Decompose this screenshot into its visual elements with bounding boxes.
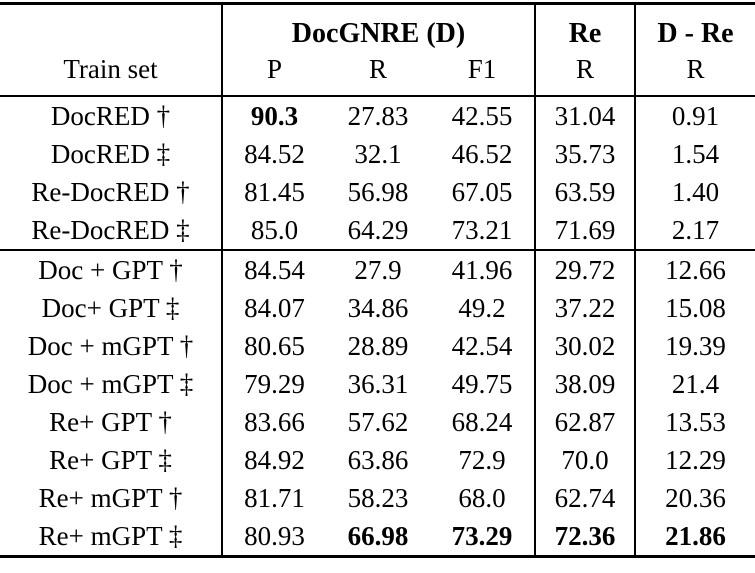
cell-re-r: 29.72 [534,250,636,289]
cell-f1: 72.9 [458,444,506,475]
cell-f1: 73.21 [451,214,513,245]
cell-dre-r: 13.53 [634,403,755,441]
cell-r: 27.9 [354,254,402,285]
cell-re-r: 62.87 [534,403,636,441]
cell-re-r: 30.02 [534,327,636,365]
cell-dre-r: 1.54 [634,135,755,173]
group-header-re: Re [534,3,636,52]
row-label: Re-DocRED ‡ [31,214,190,245]
cell-p: 90.3 [221,96,326,135]
cell-f1: 41.96 [451,254,513,285]
cell-f1: 42.54 [451,330,513,361]
cell-p: 80.65 [221,327,326,365]
cell-r: 56.98 [347,176,409,207]
cell-r: 57.62 [347,406,409,437]
cell-f1: 68.24 [451,406,513,437]
cell-p: 85.0 [221,211,326,250]
column-header-re-r: R [534,52,636,96]
cell-dre-r: 1.40 [634,173,755,211]
row-label: Re+ GPT ‡ [49,444,172,475]
row-label: Doc + mGPT † [27,330,194,361]
cell-f1: 67.05 [451,176,513,207]
table-row: Doc + GPT † 84.54 27.9 41.96 29.72 12.66 [0,250,755,289]
column-header-dre-r: R [634,52,755,96]
cell-dre-r: 21.4 [634,365,755,403]
cell-dre-r: 19.39 [634,327,755,365]
cell-p: 84.07 [221,289,326,327]
cell-re-r: 71.69 [534,211,636,250]
cell-re-r: 70.0 [534,441,636,479]
cell-r: 32.1 [354,138,402,169]
cell-f1: 49.75 [451,368,513,399]
row-label: DocRED ‡ [50,138,171,169]
table-row: Doc + mGPT ‡ 79.29 36.31 49.75 38.09 21.… [0,365,755,403]
cell-f1: 49.2 [458,292,506,323]
table-row: Re+ mGPT † 81.71 58.23 68.0 62.74 20.36 [0,479,755,517]
table-row: DocRED † 90.3 27.83 42.55 31.04 0.91 [0,96,755,135]
group-header-d-minus-re: D - Re [634,3,755,52]
cell-dre-r: 2.17 [634,211,755,250]
cell-f1: 68.0 [458,482,506,513]
column-header-train-set: Train set [63,54,158,84]
cell-p: 84.54 [221,250,326,289]
group-header-spacer [0,4,222,53]
column-header-p: P [221,52,326,96]
row-label: Doc+ GPT ‡ [41,292,180,323]
cell-re-r: 35.73 [534,135,636,173]
cell-r: 34.86 [347,292,409,323]
row-label: Re+ mGPT † [38,482,183,513]
table-row: DocRED ‡ 84.52 32.1 46.52 35.73 1.54 [0,135,755,173]
cell-p: 80.93 [221,517,326,557]
table-row: Re+ GPT † 83.66 57.62 68.24 62.87 13.53 [0,403,755,441]
group-header-docgnre: DocGNRE (D) [220,3,536,52]
cell-p: 81.71 [221,479,326,517]
cell-r: 36.31 [347,368,409,399]
cell-re-r: 31.04 [534,96,636,135]
cell-re-r: 38.09 [534,365,636,403]
row-label: Re+ mGPT ‡ [38,520,183,551]
cell-f1: 73.29 [451,520,513,551]
cell-dre-r: 21.86 [634,517,755,557]
table-row: Re+ GPT ‡ 84.92 63.86 72.9 70.0 12.29 [0,441,755,479]
table-group-header-row: DocGNRE (D) Re D - Re [0,3,755,53]
table-row: Re+ mGPT ‡ 80.93 66.98 73.29 72.36 21.86 [0,517,755,557]
cell-re-r: 63.59 [534,173,636,211]
table-row: Doc + mGPT † 80.65 28.89 42.54 30.02 19.… [0,327,755,365]
cell-p: 84.52 [221,135,326,173]
cell-dre-r: 0.91 [634,96,755,135]
cell-r: 63.86 [347,444,409,475]
column-header-f1: F1 [467,54,497,84]
row-label: Doc + mGPT ‡ [27,368,194,399]
table-row: Re-DocRED ‡ 85.0 64.29 73.21 71.69 2.17 [0,211,755,250]
cell-re-r: 62.74 [534,479,636,517]
cell-f1: 42.55 [451,100,513,131]
cell-p: 81.45 [221,173,326,211]
cell-f1: 46.52 [451,138,513,169]
table-row: Re-DocRED † 81.45 56.98 67.05 63.59 1.40 [0,173,755,211]
row-label: Re-DocRED † [31,176,190,207]
results-table: DocGNRE (D) Re D - Re Train set P R F1 R… [0,2,755,558]
cell-r: 28.89 [347,330,409,361]
cell-r: 66.98 [347,520,409,551]
row-label: DocRED † [50,100,171,131]
cell-r: 27.83 [347,100,409,131]
cell-r: 58.23 [347,482,409,513]
cell-dre-r: 20.36 [634,479,755,517]
cell-p: 83.66 [221,403,326,441]
table-subheader-row: Train set P R F1 R R [0,52,755,96]
cell-re-r: 72.36 [534,517,636,557]
cell-p: 79.29 [221,365,326,403]
row-label: Re+ GPT † [49,406,172,437]
cell-p: 84.92 [221,441,326,479]
cell-dre-r: 15.08 [634,289,755,327]
table-row: Doc+ GPT ‡ 84.07 34.86 49.2 37.22 15.08 [0,289,755,327]
cell-dre-r: 12.29 [634,441,755,479]
row-label: Doc + GPT † [38,254,183,285]
cell-r: 64.29 [347,214,409,245]
cell-re-r: 37.22 [534,289,636,327]
cell-dre-r: 12.66 [634,250,755,289]
column-header-r: R [368,54,387,84]
